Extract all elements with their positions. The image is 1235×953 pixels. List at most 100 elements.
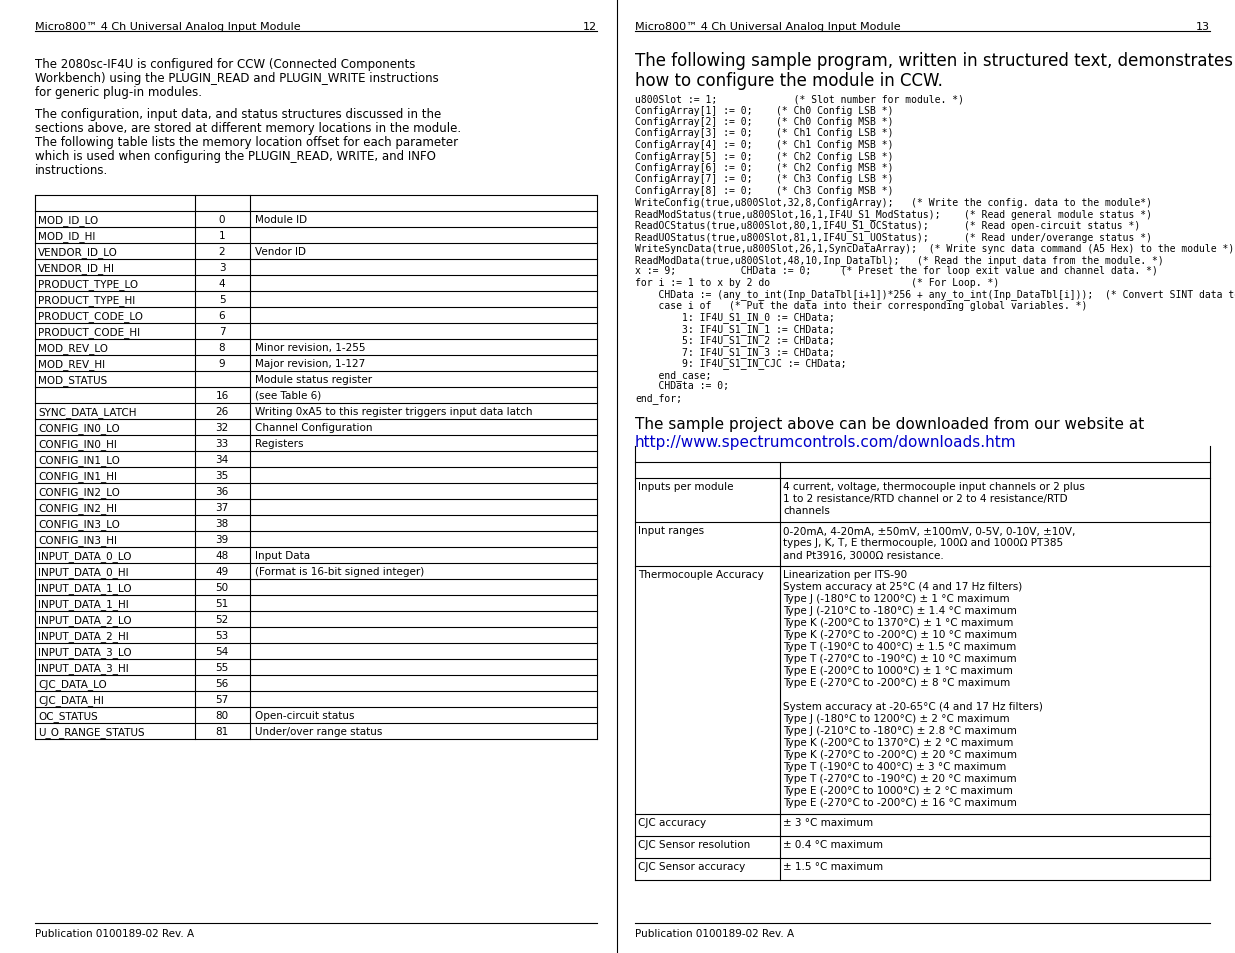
- Text: ConfigArray[7] := 0;    (* Ch3 Config LSB *): ConfigArray[7] := 0; (* Ch3 Config LSB *…: [635, 174, 893, 184]
- Text: 32: 32: [215, 422, 228, 433]
- Text: The following table lists the memory location offset for each parameter: The following table lists the memory loc…: [35, 136, 458, 149]
- Text: 34: 34: [215, 455, 228, 464]
- Text: 3: 3: [219, 263, 225, 273]
- Text: SYNC_DATA_LATCH: SYNC_DATA_LATCH: [38, 407, 137, 417]
- Text: VENDOR_ID_HI: VENDOR_ID_HI: [38, 263, 115, 274]
- Text: 4: 4: [219, 278, 225, 289]
- Text: ReadUOStatus(true,u800Slot,81,1,IF4U_S1_UOStatus);      (* Read under/overange s: ReadUOStatus(true,u800Slot,81,1,IF4U_S1_…: [635, 232, 1152, 243]
- Text: 0-20mA, 4-20mA, ±50mV, ±100mV, 0-5V, 0-10V, ±10V,: 0-20mA, 4-20mA, ±50mV, ±100mV, 0-5V, 0-1…: [783, 526, 1076, 536]
- Text: WriteConfig(true,u800Slot,32,8,ConfigArray);   (* Write the config. data to the : WriteConfig(true,u800Slot,32,8,ConfigArr…: [635, 197, 1152, 208]
- Text: ConfigArray[6] := 0;    (* Ch2 Config MSB *): ConfigArray[6] := 0; (* Ch2 Config MSB *…: [635, 163, 893, 172]
- Text: ConfigArray[1] := 0;    (* Ch0 Config LSB *): ConfigArray[1] := 0; (* Ch0 Config LSB *…: [635, 106, 893, 115]
- Text: 36: 36: [215, 486, 228, 497]
- Text: x := 9;           CHData := 0;     (* Preset the for loop exit value and channel: x := 9; CHData := 0; (* Preset the for l…: [635, 266, 1158, 276]
- Text: 33: 33: [215, 438, 228, 449]
- Text: INPUT_DATA_0_HI: INPUT_DATA_0_HI: [38, 566, 128, 578]
- Text: PRODUCT_TYPE_HI: PRODUCT_TYPE_HI: [38, 294, 136, 306]
- Text: The sample project above can be downloaded from our website at: The sample project above can be download…: [635, 416, 1145, 431]
- Text: PRODUCT_CODE_LO: PRODUCT_CODE_LO: [38, 311, 143, 321]
- Text: CJC_DATA_HI: CJC_DATA_HI: [38, 695, 104, 705]
- Text: Micro800™ 4 Ch Universal Analog Input Module: Micro800™ 4 Ch Universal Analog Input Mo…: [35, 22, 300, 32]
- Text: 1: IF4U_S1_IN_0 := CHData;: 1: IF4U_S1_IN_0 := CHData;: [635, 313, 835, 323]
- Text: 80: 80: [215, 710, 228, 720]
- Text: 56: 56: [215, 679, 228, 688]
- Text: 35: 35: [215, 471, 228, 480]
- Text: U_O_RANGE_STATUS: U_O_RANGE_STATUS: [38, 726, 144, 737]
- Text: PRODUCT_TYPE_LO: PRODUCT_TYPE_LO: [38, 278, 138, 290]
- Text: Module ID: Module ID: [254, 214, 308, 225]
- Text: sections above, are stored at different memory locations in the module.: sections above, are stored at different …: [35, 122, 461, 135]
- Text: INPUT_DATA_0_LO: INPUT_DATA_0_LO: [38, 551, 131, 561]
- Text: end_case;: end_case;: [635, 370, 711, 380]
- Text: INPUT_DATA_1_HI: INPUT_DATA_1_HI: [38, 598, 128, 609]
- Text: Workbench) using the PLUGIN_READ and PLUGIN_WRITE instructions: Workbench) using the PLUGIN_READ and PLU…: [35, 71, 438, 85]
- Text: 8: 8: [219, 343, 225, 353]
- Text: ReadOCStatus(true,u800Slot,80,1,IF4U_S1_OCStatus);      (* Read open-circuit sta: ReadOCStatus(true,u800Slot,80,1,IF4U_S1_…: [635, 220, 1140, 232]
- Text: Type T (-190°C to 400°C) ± 3 °C maximum: Type T (-190°C to 400°C) ± 3 °C maximum: [783, 761, 1007, 772]
- Text: 9: IF4U_S1_IN_CJC := CHData;: 9: IF4U_S1_IN_CJC := CHData;: [635, 358, 846, 369]
- Text: CONFIG_IN1_HI: CONFIG_IN1_HI: [38, 471, 117, 481]
- Text: Type T (-270°C to -190°C) ± 10 °C maximum: Type T (-270°C to -190°C) ± 10 °C maximu…: [783, 654, 1016, 664]
- Text: 3: IF4U_S1_IN_1 := CHData;: 3: IF4U_S1_IN_1 := CHData;: [635, 324, 835, 335]
- Text: http://www.spectrumcontrols.com/downloads.htm: http://www.spectrumcontrols.com/download…: [635, 434, 1016, 449]
- Text: ConfigArray[4] := 0;    (* Ch1 Config MSB *): ConfigArray[4] := 0; (* Ch1 Config MSB *…: [635, 140, 893, 150]
- Text: Open-circuit status: Open-circuit status: [254, 710, 354, 720]
- Text: System accuracy at -20-65°C (4 and 17 Hz filters): System accuracy at -20-65°C (4 and 17 Hz…: [783, 701, 1042, 712]
- Text: CJC_DATA_LO: CJC_DATA_LO: [38, 679, 106, 689]
- Text: ConfigArray[5] := 0;    (* Ch2 Config LSB *): ConfigArray[5] := 0; (* Ch2 Config LSB *…: [635, 152, 893, 161]
- Text: 0: 0: [219, 214, 225, 225]
- Text: 13: 13: [1195, 22, 1210, 32]
- Text: (Format is 16-bit signed integer): (Format is 16-bit signed integer): [254, 566, 425, 577]
- Text: Type K (-200°C to 1370°C) ± 2 °C maximum: Type K (-200°C to 1370°C) ± 2 °C maximum: [783, 738, 1014, 748]
- Text: 57: 57: [215, 695, 228, 704]
- Text: Inputs per module: Inputs per module: [638, 482, 734, 492]
- Text: CONFIG_IN0_LO: CONFIG_IN0_LO: [38, 422, 120, 434]
- Text: Type J (-210°C to -180°C) ± 1.4 °C maximum: Type J (-210°C to -180°C) ± 1.4 °C maxim…: [783, 606, 1016, 616]
- Text: Vendor ID: Vendor ID: [254, 247, 306, 256]
- Text: ConfigArray[2] := 0;    (* Ch0 Config MSB *): ConfigArray[2] := 0; (* Ch0 Config MSB *…: [635, 117, 893, 127]
- Text: 26: 26: [215, 407, 228, 416]
- Text: Publication 0100189-02 Rev. A: Publication 0100189-02 Rev. A: [35, 928, 194, 938]
- Text: for generic plug-in modules.: for generic plug-in modules.: [35, 86, 203, 99]
- Text: CONFIG_IN3_LO: CONFIG_IN3_LO: [38, 518, 120, 529]
- Text: 48: 48: [215, 551, 228, 560]
- Text: types J, K, T, E thermocouple, 100Ω and 1000Ω PT385: types J, K, T, E thermocouple, 100Ω and …: [783, 537, 1063, 548]
- Text: Major revision, 1-127: Major revision, 1-127: [254, 358, 366, 369]
- Text: 38: 38: [215, 518, 228, 529]
- Text: 51: 51: [215, 598, 228, 608]
- Text: System accuracy at 25°C (4 and 17 Hz filters): System accuracy at 25°C (4 and 17 Hz fil…: [783, 582, 1023, 592]
- Text: INPUT_DATA_3_LO: INPUT_DATA_3_LO: [38, 646, 132, 658]
- Text: 4 current, voltage, thermocouple input channels or 2 plus: 4 current, voltage, thermocouple input c…: [783, 482, 1084, 492]
- Text: Module status register: Module status register: [254, 375, 372, 385]
- Text: Micro800™ 4 Ch Universal Analog Input Module: Micro800™ 4 Ch Universal Analog Input Mo…: [635, 22, 900, 32]
- Text: Publication 0100189-02 Rev. A: Publication 0100189-02 Rev. A: [635, 928, 794, 938]
- Text: ReadModStatus(true,u800Slot,16,1,IF4U_S1_ModStatus);    (* Read general module s: ReadModStatus(true,u800Slot,16,1,IF4U_S1…: [635, 209, 1152, 220]
- Text: Type J (-180°C to 1200°C) ± 1 °C maximum: Type J (-180°C to 1200°C) ± 1 °C maximum: [783, 594, 1010, 604]
- Text: Type J (-210°C to -180°C) ± 2.8 °C maximum: Type J (-210°C to -180°C) ± 2.8 °C maxim…: [783, 726, 1016, 736]
- Text: OC_STATUS: OC_STATUS: [38, 710, 98, 721]
- Text: 2: 2: [219, 247, 225, 256]
- Text: 9: 9: [219, 358, 225, 369]
- Text: 7: IF4U_S1_IN_3 := CHData;: 7: IF4U_S1_IN_3 := CHData;: [635, 347, 835, 357]
- Text: MOD_REV_HI: MOD_REV_HI: [38, 358, 105, 370]
- Text: 6: 6: [219, 311, 225, 320]
- Text: Thermocouple Accuracy: Thermocouple Accuracy: [638, 570, 763, 579]
- Text: MOD_STATUS: MOD_STATUS: [38, 375, 107, 386]
- Text: Type E (-200°C to 1000°C) ± 2 °C maximum: Type E (-200°C to 1000°C) ± 2 °C maximum: [783, 785, 1013, 796]
- Text: for i := 1 to x by 2 do                        (* For Loop. *): for i := 1 to x by 2 do (* For Loop. *): [635, 277, 999, 288]
- Text: 5: 5: [219, 294, 225, 305]
- Text: Type E (-270°C to -200°C) ± 8 °C maximum: Type E (-270°C to -200°C) ± 8 °C maximum: [783, 678, 1010, 688]
- Text: ± 3 °C maximum: ± 3 °C maximum: [783, 818, 873, 827]
- Text: 37: 37: [215, 502, 228, 513]
- Text: 7: 7: [219, 327, 225, 336]
- Text: 16: 16: [215, 391, 228, 400]
- Text: ± 0.4 °C maximum: ± 0.4 °C maximum: [783, 840, 883, 850]
- Text: PRODUCT_CODE_HI: PRODUCT_CODE_HI: [38, 327, 140, 337]
- Text: Type K (-200°C to 1370°C) ± 1 °C maximum: Type K (-200°C to 1370°C) ± 1 °C maximum: [783, 618, 1014, 628]
- Text: Writing 0xA5 to this register triggers input data latch: Writing 0xA5 to this register triggers i…: [254, 407, 532, 416]
- Text: Under/over range status: Under/over range status: [254, 726, 383, 737]
- Text: INPUT_DATA_1_LO: INPUT_DATA_1_LO: [38, 582, 132, 594]
- Text: how to configure the module in CCW.: how to configure the module in CCW.: [635, 71, 942, 90]
- Text: 52: 52: [215, 615, 228, 624]
- Text: (see Table 6): (see Table 6): [254, 391, 321, 400]
